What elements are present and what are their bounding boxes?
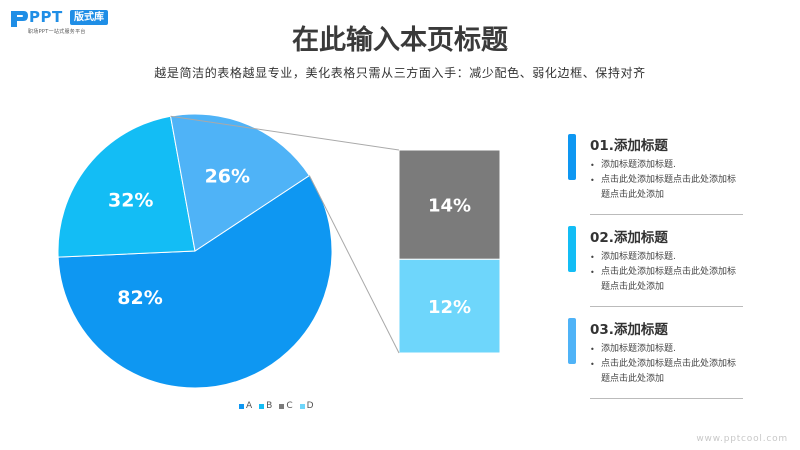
section-bullet-item: 添加标题添加标题. (590, 250, 742, 265)
legend-item-b: B (259, 401, 272, 411)
pie-label-a: 82% (117, 287, 162, 309)
section-divider (590, 306, 743, 307)
section-accent-bar (568, 318, 576, 364)
breakout-label-c: 14% (428, 196, 471, 217)
legend-label: A (246, 401, 253, 411)
logo-tagline: 职场PPT一站式服务平台 (28, 29, 86, 35)
page-subtitle: 越是简洁的表格越显专业，美化表格只需从三方面入手：减少配色、弱化边框、保持对齐 (154, 66, 646, 80)
section-divider (590, 214, 743, 215)
pie-label-c: 26% (205, 165, 250, 187)
section-title: 03.添加标题 (590, 322, 668, 338)
legend-item-c: C (279, 401, 293, 411)
legend-label: B (266, 401, 273, 411)
section-bullet-list: 添加标题添加标题.点击此处添加标题点击此处添加标题点击此处添加 (590, 342, 742, 387)
section-bullet-item: 添加标题添加标题. (590, 158, 742, 173)
pie-label-b: 32% (108, 190, 153, 212)
section-bullet-item: 点击此处添加标题点击此处添加标题点击此处添加 (590, 357, 742, 387)
logo-icon (11, 11, 28, 27)
legend-swatch (299, 403, 305, 409)
section-title: 01.添加标题 (590, 138, 668, 154)
logo-badge: 版式库 (70, 10, 108, 25)
section-accent-bar (568, 134, 576, 180)
legend-swatch (259, 403, 265, 409)
chart-legend: A B C D (239, 401, 314, 411)
pie-slice-b (57, 115, 196, 258)
connector-line-bottom (308, 175, 400, 354)
page-title: 在此输入本页标题 (292, 25, 508, 56)
section-bullet-list: 添加标题添加标题.点击此处添加标题点击此处添加标题点击此处添加 (590, 250, 742, 295)
section-2: 02.添加标题添加标题添加标题.点击此处添加标题点击此处添加标题点击此处添加 (568, 226, 743, 308)
logo: PPT 版式库 职场PPT一站式服务平台 (8, 6, 158, 38)
section-title: 02.添加标题 (590, 230, 668, 246)
legend-swatch (239, 403, 244, 409)
watermark: www.pptcool.com (696, 434, 788, 444)
section-bullet-item: 点击此处添加标题点击此处添加标题点击此处添加 (590, 265, 742, 295)
legend-swatch (279, 403, 285, 409)
legend-label: C (286, 401, 293, 411)
section-bullet-item: 添加标题添加标题. (590, 342, 742, 357)
pie-slice-a (57, 174, 333, 389)
breakout-label-d: 12% (428, 297, 471, 318)
breakout-segment-d (398, 258, 501, 354)
section-accent-bar (568, 226, 576, 272)
connector-line-top (170, 115, 400, 151)
section-3: 03.添加标题添加标题添加标题.点击此处添加标题点击此处添加标题点击此处添加 (568, 318, 743, 400)
logo-brand: PPT (29, 8, 63, 26)
section-1: 01.添加标题添加标题添加标题.点击此处添加标题点击此处添加标题点击此处添加 (568, 134, 743, 216)
section-bullet-list: 添加标题添加标题.点击此处添加标题点击此处添加标题点击此处添加 (590, 158, 742, 203)
legend-item-a: A (239, 401, 252, 411)
section-bullet-item: 点击此处添加标题点击此处添加标题点击此处添加 (590, 173, 742, 203)
pie-slice-c (169, 113, 311, 252)
legend-label: D (306, 401, 314, 411)
breakout-segment-c (398, 149, 501, 260)
legend-item-d: D (299, 401, 314, 411)
section-divider (590, 398, 743, 399)
